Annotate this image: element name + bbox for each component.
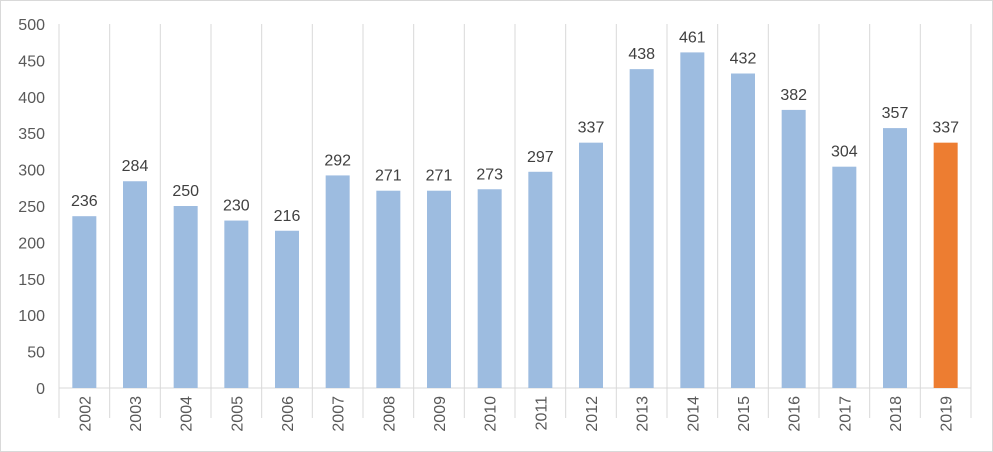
bar-2003 <box>123 181 147 388</box>
data-label: 236 <box>71 193 98 210</box>
bar-2019 <box>933 142 958 388</box>
y-tick-label: 350 <box>18 126 45 143</box>
bar-2002 <box>72 216 97 388</box>
bar-2008 <box>376 190 401 388</box>
bar-2017 <box>832 166 857 388</box>
data-label: 438 <box>628 46 655 63</box>
bar-2013 <box>629 69 654 389</box>
bar-2014 <box>680 52 705 388</box>
y-tick-label: 200 <box>18 235 45 252</box>
x-tick-label: 2016 <box>787 396 804 432</box>
bar-2011 <box>528 171 553 388</box>
data-label: 250 <box>172 183 199 200</box>
bar-2016 <box>781 109 806 389</box>
y-tick-label: 400 <box>18 90 45 107</box>
x-tick-label: 2008 <box>381 396 398 432</box>
data-label: 216 <box>274 208 301 225</box>
data-label: 273 <box>476 166 503 183</box>
bar-2010 <box>477 189 502 388</box>
data-label: 230 <box>223 198 250 215</box>
x-tick-label: 2002 <box>77 396 94 432</box>
y-tick-label: 300 <box>18 163 45 180</box>
bar-2018 <box>883 128 907 388</box>
data-label: 382 <box>780 87 807 104</box>
x-tick-label: 2017 <box>837 396 854 432</box>
x-tick-label: 2009 <box>432 396 449 432</box>
bar-2007 <box>325 175 350 388</box>
y-tick-label: 100 <box>18 308 45 325</box>
x-tick-label: 2012 <box>584 396 601 432</box>
bar-2009 <box>427 190 451 388</box>
data-label: 304 <box>831 144 858 161</box>
x-tick-label: 2019 <box>939 396 956 432</box>
data-label: 271 <box>375 168 402 185</box>
x-tick-label: 2013 <box>635 396 652 432</box>
x-tick-label: 2015 <box>736 396 753 432</box>
y-tick-label: 50 <box>27 345 45 362</box>
bar-2012 <box>579 142 603 388</box>
x-tick-label: 2014 <box>685 396 702 432</box>
bar-2015 <box>731 73 755 388</box>
x-tick-label: 2006 <box>280 396 297 432</box>
y-tick-label: 500 <box>18 17 45 34</box>
x-tick-label: 2011 <box>533 396 550 431</box>
bar-2006 <box>275 230 299 388</box>
y-tick-label: 0 <box>36 381 45 398</box>
data-label: 271 <box>426 168 453 185</box>
data-label: 357 <box>882 105 909 122</box>
data-label: 432 <box>730 51 757 68</box>
data-label: 284 <box>122 158 149 175</box>
data-label: 461 <box>679 29 706 46</box>
x-tick-label: 2007 <box>331 396 348 432</box>
data-label: 337 <box>932 120 959 137</box>
y-tick-label: 450 <box>18 53 45 70</box>
x-tick-label: 2004 <box>179 396 196 432</box>
data-label: 297 <box>527 149 554 166</box>
data-label: 292 <box>324 152 351 169</box>
x-tick-label: 2003 <box>128 396 145 432</box>
bar-2005 <box>224 220 249 388</box>
bar-2004 <box>173 206 198 388</box>
y-tick-label: 150 <box>18 272 45 289</box>
data-label: 337 <box>578 120 605 137</box>
x-tick-label: 2010 <box>483 396 500 432</box>
x-tick-label: 2005 <box>229 396 246 432</box>
x-tick-label: 2018 <box>888 396 905 432</box>
y-tick-label: 250 <box>18 199 45 216</box>
